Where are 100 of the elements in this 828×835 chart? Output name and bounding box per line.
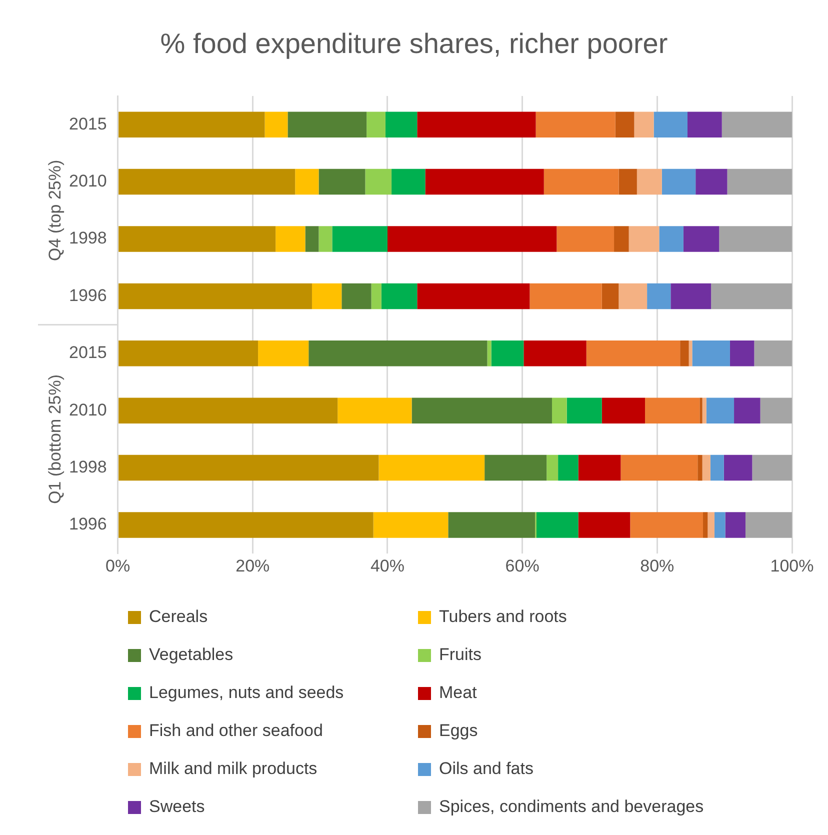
legend-label: Sweets bbox=[149, 797, 205, 817]
bar bbox=[680, 340, 689, 366]
bar bbox=[725, 512, 746, 538]
y-tick-label: 1996 bbox=[68, 286, 107, 305]
bar bbox=[295, 168, 319, 195]
bar bbox=[118, 340, 258, 366]
bar bbox=[484, 454, 547, 481]
bar bbox=[305, 226, 319, 252]
bar bbox=[702, 454, 710, 481]
bar bbox=[118, 112, 265, 138]
bar bbox=[118, 283, 312, 310]
bar bbox=[714, 512, 726, 538]
bar bbox=[332, 226, 388, 252]
legend-label: Legumes, nuts and seeds bbox=[149, 683, 344, 703]
bar bbox=[264, 112, 288, 138]
bar bbox=[312, 283, 342, 310]
bar bbox=[692, 340, 730, 366]
bar bbox=[760, 398, 792, 424]
bar bbox=[698, 454, 702, 481]
bar bbox=[118, 454, 379, 481]
bar bbox=[276, 226, 306, 252]
chart-title: % food expenditure shares, richer poorer bbox=[159, 28, 669, 60]
y-tick-label: 2015 bbox=[68, 343, 107, 362]
bar bbox=[688, 112, 722, 138]
bar bbox=[730, 340, 754, 366]
bar bbox=[381, 283, 418, 310]
bar bbox=[578, 454, 621, 481]
bar bbox=[524, 340, 586, 366]
bar bbox=[618, 283, 648, 310]
bar bbox=[620, 454, 698, 481]
x-tick-label: 60% bbox=[505, 556, 540, 576]
bar bbox=[308, 340, 488, 366]
bar bbox=[491, 340, 524, 366]
bar bbox=[371, 283, 382, 310]
bar bbox=[417, 283, 530, 310]
bar bbox=[258, 340, 309, 366]
bar bbox=[392, 168, 426, 195]
legend-label: Fish and other seafood bbox=[149, 721, 323, 741]
legend-label: Spices, condiments and beverages bbox=[439, 797, 704, 817]
x-tick-label: 100% bbox=[770, 556, 814, 576]
legend-label: Milk and milk products bbox=[149, 759, 318, 779]
bar bbox=[366, 112, 386, 138]
bar bbox=[630, 512, 704, 538]
bar bbox=[558, 454, 578, 481]
bar bbox=[670, 283, 712, 310]
y-tick-label: 1996 bbox=[68, 514, 107, 534]
bar bbox=[385, 112, 418, 138]
bar bbox=[645, 398, 700, 424]
bar bbox=[342, 283, 372, 310]
bar bbox=[118, 168, 296, 195]
bar bbox=[530, 283, 602, 310]
text: Q4 (top 25%) bbox=[46, 160, 65, 261]
x-tick-label: 20% bbox=[236, 556, 270, 576]
bar bbox=[745, 512, 792, 538]
bar bbox=[318, 168, 366, 195]
bar bbox=[412, 398, 552, 424]
y-tick-label: 1998 bbox=[68, 228, 107, 248]
bar bbox=[566, 398, 602, 424]
bar bbox=[118, 398, 338, 424]
bar bbox=[615, 112, 634, 138]
legend-label: Cereals bbox=[149, 607, 208, 627]
bar bbox=[546, 454, 558, 481]
bar bbox=[696, 168, 728, 195]
bar bbox=[734, 398, 760, 424]
bar bbox=[719, 226, 792, 252]
bar bbox=[711, 283, 792, 310]
x-tick-label: 0% bbox=[106, 556, 130, 576]
bar bbox=[683, 226, 720, 252]
bar bbox=[618, 168, 637, 195]
bar bbox=[602, 398, 646, 424]
y-tick-label: 1998 bbox=[68, 457, 107, 476]
bar bbox=[722, 112, 792, 138]
bar bbox=[628, 226, 660, 252]
bar bbox=[727, 168, 792, 195]
bar bbox=[706, 398, 734, 424]
legend-label: Meat bbox=[439, 683, 477, 703]
legend-label: Tubers and roots bbox=[439, 607, 567, 627]
bar bbox=[118, 512, 374, 538]
bar bbox=[536, 112, 616, 138]
bar bbox=[417, 112, 536, 138]
bar bbox=[365, 168, 392, 195]
legend-label: Eggs bbox=[439, 721, 478, 741]
legend-label: Oils and fats bbox=[439, 759, 534, 779]
bar bbox=[659, 226, 684, 252]
bar bbox=[636, 168, 662, 195]
bar bbox=[654, 112, 688, 138]
bar bbox=[708, 512, 714, 538]
bar bbox=[536, 512, 578, 538]
x-tick-label: 40% bbox=[370, 556, 405, 576]
bar bbox=[544, 168, 619, 195]
legend-label: Vegetables bbox=[149, 645, 234, 665]
bar bbox=[118, 226, 276, 252]
y-tick-label: 2010 bbox=[68, 171, 107, 190]
bar bbox=[556, 226, 614, 252]
bar bbox=[373, 512, 448, 538]
x-tick-label: 80% bbox=[640, 556, 674, 576]
bar bbox=[754, 340, 792, 366]
bar bbox=[703, 512, 708, 538]
bar bbox=[448, 512, 536, 538]
bar bbox=[647, 283, 671, 310]
